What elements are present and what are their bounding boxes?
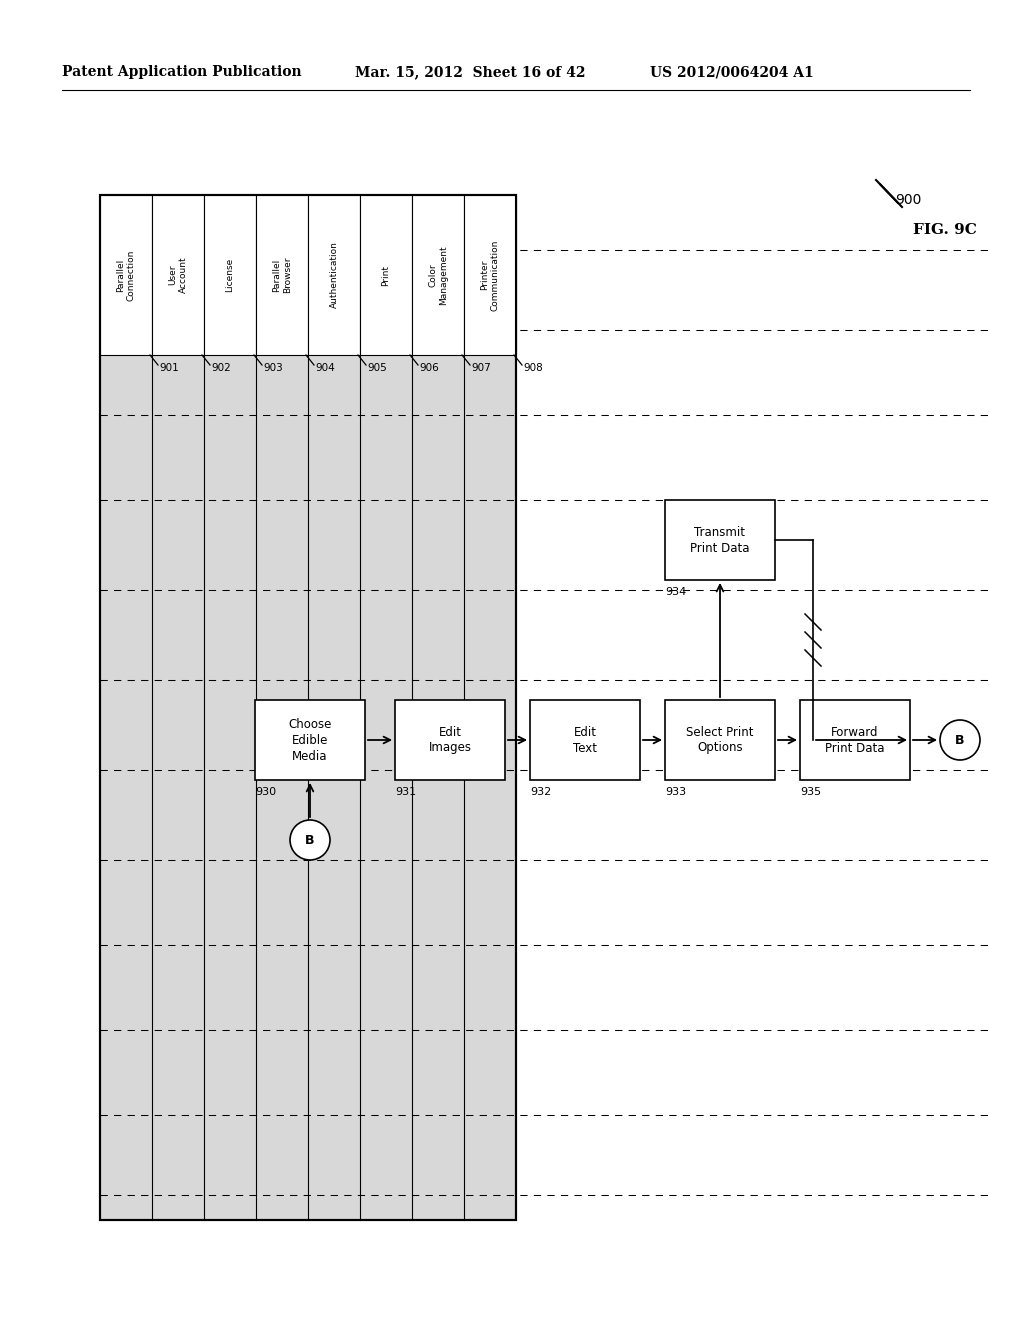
Text: 907: 907 xyxy=(471,363,490,374)
Bar xyxy=(256,195,308,355)
Text: Authentication: Authentication xyxy=(330,242,339,309)
Text: 905: 905 xyxy=(367,363,387,374)
Text: Printer
Communication: Printer Communication xyxy=(480,239,500,310)
Bar xyxy=(412,195,464,355)
Text: 932: 932 xyxy=(530,787,551,797)
Text: B: B xyxy=(305,833,314,846)
Text: 903: 903 xyxy=(263,363,283,374)
Bar xyxy=(100,195,516,1220)
Text: FIG. 9C: FIG. 9C xyxy=(913,223,977,238)
Bar xyxy=(360,195,412,355)
Text: 931: 931 xyxy=(395,787,416,797)
Text: Edit
Images: Edit Images xyxy=(428,726,471,755)
Text: 904: 904 xyxy=(315,363,335,374)
Text: 934: 934 xyxy=(665,587,686,597)
Text: US 2012/0064204 A1: US 2012/0064204 A1 xyxy=(650,65,814,79)
Text: 901: 901 xyxy=(159,363,179,374)
Text: Transmit
Print Data: Transmit Print Data xyxy=(690,525,750,554)
Text: 935: 935 xyxy=(800,787,821,797)
Bar xyxy=(204,195,256,355)
Bar xyxy=(464,195,516,355)
Bar xyxy=(255,700,365,780)
Bar xyxy=(395,700,505,780)
Text: 902: 902 xyxy=(211,363,230,374)
Bar xyxy=(100,195,152,355)
Bar xyxy=(665,500,775,579)
Text: 900: 900 xyxy=(895,193,922,207)
Text: 930: 930 xyxy=(255,787,276,797)
Text: Choose
Edible
Media: Choose Edible Media xyxy=(289,718,332,763)
Text: 906: 906 xyxy=(419,363,438,374)
Bar xyxy=(308,195,360,355)
Text: User
Account: User Account xyxy=(168,256,187,293)
Text: Patent Application Publication: Patent Application Publication xyxy=(62,65,302,79)
Circle shape xyxy=(290,820,330,861)
Text: B: B xyxy=(955,734,965,747)
Text: Parallel
Connection: Parallel Connection xyxy=(117,249,136,301)
Text: Forward
Print Data: Forward Print Data xyxy=(825,726,885,755)
Text: Print: Print xyxy=(382,264,390,285)
Text: Edit
Text: Edit Text xyxy=(573,726,597,755)
Circle shape xyxy=(940,719,980,760)
Text: 908: 908 xyxy=(523,363,543,374)
Bar xyxy=(152,195,204,355)
Text: Select Print
Options: Select Print Options xyxy=(686,726,754,755)
Text: 933: 933 xyxy=(665,787,686,797)
Bar xyxy=(800,700,910,780)
Text: Color
Management: Color Management xyxy=(428,246,447,305)
Text: License: License xyxy=(225,257,234,292)
Bar xyxy=(100,195,516,1220)
Bar xyxy=(530,700,640,780)
Text: Parallel
Browser: Parallel Browser xyxy=(272,257,292,293)
Bar xyxy=(665,700,775,780)
Text: Mar. 15, 2012  Sheet 16 of 42: Mar. 15, 2012 Sheet 16 of 42 xyxy=(355,65,586,79)
